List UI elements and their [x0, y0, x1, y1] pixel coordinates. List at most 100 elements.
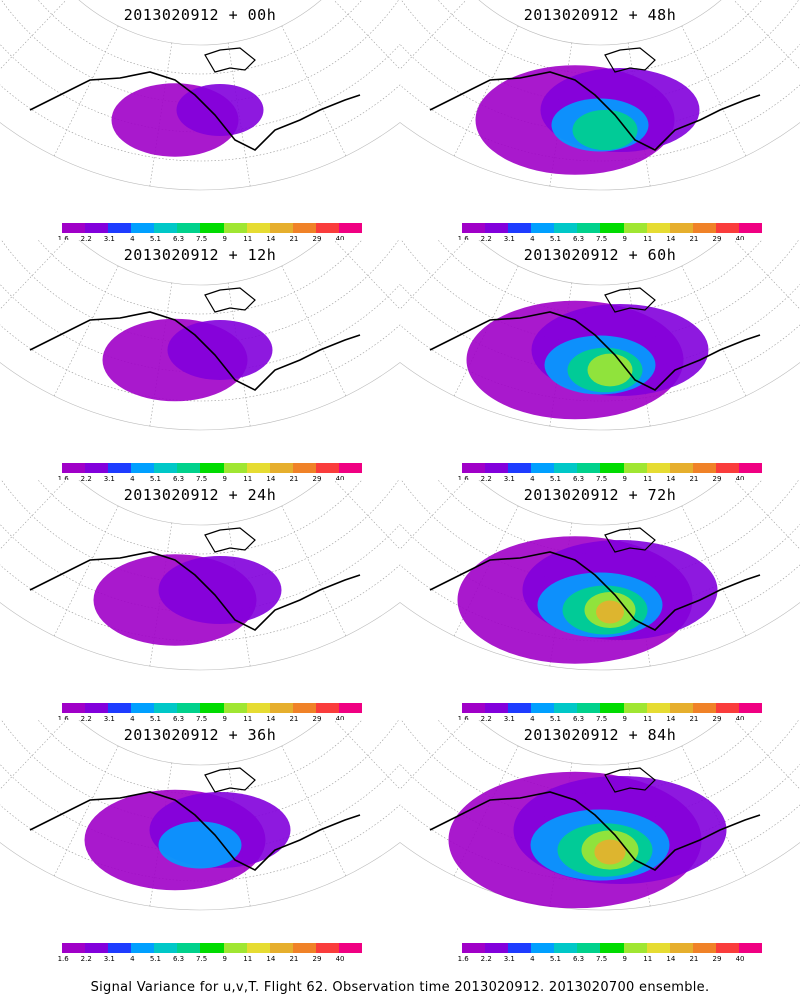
colorbar-tick-label: 5.1	[149, 955, 162, 963]
colorbar-swatch	[715, 463, 739, 473]
latitude-line	[37, 240, 363, 315]
colorbar-tick-label: 40	[335, 955, 345, 963]
variance-contour	[596, 600, 624, 624]
colorbar-tick-label: 5.1	[549, 715, 562, 723]
colorbar-tick-label: 29	[712, 715, 722, 723]
colorbar-tick-label: 2.2	[480, 955, 492, 963]
colorbar-swatch	[200, 463, 224, 473]
colorbar-tick-label: 7.5	[596, 715, 608, 723]
colorbar-swatch	[177, 463, 201, 473]
colorbar-tick-label: 3.1	[503, 475, 515, 483]
colorbar-tick-label: 4	[530, 475, 535, 483]
colorbar-swatch	[269, 943, 293, 953]
colorbar-tick-label: 6.3	[572, 955, 585, 963]
colorbar-swatch	[338, 223, 363, 233]
latitude-line	[400, 523, 800, 613]
variance-contour	[176, 84, 264, 136]
coastline	[429, 551, 761, 631]
variance-contour	[594, 839, 626, 865]
colorbar-swatch	[177, 943, 201, 953]
colorbar-tick-label: 29	[312, 475, 322, 483]
colorbar-swatch	[223, 223, 247, 233]
coastline	[29, 551, 361, 631]
colorbar-tick-label: 21	[689, 955, 699, 963]
colorbar-swatch	[600, 463, 624, 473]
colorbar-tick-label: 6.3	[172, 715, 185, 723]
colorbar-swatch	[292, 703, 316, 713]
colorbar-swatch	[669, 223, 693, 233]
colorbar-tick-label: 21	[289, 715, 299, 723]
colorbar-tick-label: 11	[243, 475, 253, 483]
colorbar-tick-label: 21	[689, 715, 699, 723]
colorbar	[462, 223, 763, 233]
colorbar-swatch	[315, 943, 339, 953]
colorbar-swatch	[554, 463, 578, 473]
coastline	[204, 767, 256, 793]
colorbar-tick-label: 9	[622, 955, 627, 963]
colorbar-tick-label: 1.6	[457, 235, 469, 243]
colorbar-swatch	[108, 223, 132, 233]
map-panel: 2013020912 + 84h 1.6 2.2 3.1 4 5.1 6.3 7.5 9 11 1…	[400, 720, 800, 963]
colorbar-swatch	[692, 943, 716, 953]
colorbar-tick-label: 1.6	[457, 955, 469, 963]
colorbar-swatch	[462, 943, 486, 953]
map-panel: 2013020912 + 24h 1.6 2.2 3.1 4 5.1 6.3 7.5 9 11 1…	[0, 480, 400, 723]
colorbar-tick-label: 11	[643, 715, 653, 723]
map-plot	[400, 480, 800, 671]
colorbar-swatch	[246, 463, 270, 473]
colorbar-swatch	[531, 463, 555, 473]
colorbar-swatch	[577, 943, 601, 953]
colorbar-tick-label: 4	[530, 715, 535, 723]
colorbar-swatch	[692, 463, 716, 473]
colorbar-labels: 1.6 2.2 3.1 4 5.1 6.3 7.5 9 11 14 21 29 40	[458, 235, 762, 245]
colorbar-swatch	[623, 463, 647, 473]
colorbar-tick-label: 7.5	[196, 475, 208, 483]
colorbar-tick-label: 14	[666, 715, 676, 723]
latitude-line	[400, 763, 800, 853]
colorbar-swatch	[338, 703, 363, 713]
coastline	[429, 71, 761, 151]
coastline	[204, 527, 256, 553]
colorbar-swatch	[715, 703, 739, 713]
latitude-line	[0, 43, 400, 133]
colorbar-swatch	[223, 703, 247, 713]
colorbar-swatch	[269, 703, 293, 713]
colorbar-tick-label: 3.1	[103, 715, 115, 723]
colorbar-tick-label: 7.5	[596, 475, 608, 483]
colorbar-swatch	[531, 943, 555, 953]
map-panel: 2013020912 + 72h 1.6 2.2 3.1 4 5.1 6.3 7.5 9 11 1…	[400, 480, 800, 723]
colorbar-swatch	[485, 463, 509, 473]
colorbar-swatch	[554, 943, 578, 953]
colorbar-tick-label: 3.1	[503, 235, 515, 243]
colorbar-tick-label: 5.1	[149, 235, 162, 243]
panel-title: 2013020912 + 12h	[123, 246, 277, 264]
colorbar-tick-label: 21	[289, 475, 299, 483]
colorbar-tick-label: 1.6	[57, 955, 69, 963]
colorbar-labels: 1.6 2.2 3.1 4 5.1 6.3 7.5 9 11 14 21 29 40	[58, 475, 362, 485]
colorbar-tick-label: 9	[222, 955, 227, 963]
colorbar-swatch	[646, 463, 670, 473]
colorbar-swatch	[154, 463, 178, 473]
colorbar-labels: 1.6 2.2 3.1 4 5.1 6.3 7.5 9 11 14 21 29 40	[458, 475, 762, 485]
colorbar-swatch	[338, 943, 363, 953]
colorbar-swatch	[577, 223, 601, 233]
colorbar-swatch	[131, 223, 155, 233]
figure-caption: Signal Variance for u,v,T. Flight 62. Ob…	[90, 980, 710, 995]
colorbar-swatch	[577, 703, 601, 713]
colorbar	[62, 223, 363, 233]
colorbar-tick-label: 9	[222, 235, 227, 243]
colorbar-swatch	[508, 223, 532, 233]
colorbar-tick-label: 2.2	[480, 475, 492, 483]
map-plot	[0, 0, 400, 191]
colorbar-tick-label: 9	[622, 715, 627, 723]
colorbar-swatch	[315, 223, 339, 233]
colorbar-tick-label: 14	[266, 475, 276, 483]
colorbar-tick-label: 14	[666, 955, 676, 963]
map-plot	[0, 720, 400, 911]
colorbar-swatch	[108, 703, 132, 713]
colorbar-tick-label: 1.6	[457, 715, 469, 723]
colorbar-swatch	[600, 703, 624, 713]
colorbar-swatch	[269, 223, 293, 233]
colorbar-tick-label: 2.2	[80, 955, 92, 963]
colorbar-swatch	[223, 463, 247, 473]
